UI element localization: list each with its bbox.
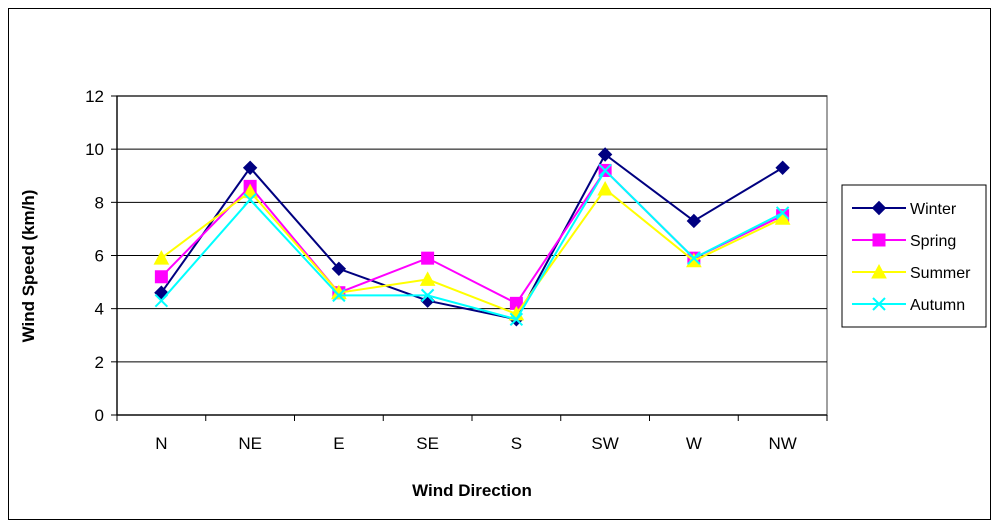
data-point-autumn: [687, 251, 701, 265]
data-point-autumn-stroke: [332, 288, 346, 303]
data-point-autumn: [154, 293, 169, 308]
data-point-autumn-stroke: [154, 293, 169, 308]
y-axis-title: Wind Speed (km/h): [19, 190, 38, 343]
data-point-winter: [242, 160, 258, 175]
data-point-spring: [421, 251, 435, 265]
legend-label-winter: Winter: [910, 201, 957, 218]
data-point-autumn-stroke: [598, 163, 612, 178]
series-line-summer: [160, 187, 784, 316]
legend-marker-spring: [872, 233, 886, 247]
x-tick-label: W: [686, 434, 702, 453]
x-tick-label: N: [155, 434, 167, 453]
data-point-autumn-stroke: [509, 312, 524, 327]
x-tick-label: NE: [238, 434, 262, 453]
data-point-summer: [419, 271, 436, 286]
legend-marker-winter: [871, 200, 887, 216]
data-point-autumn-stroke: [687, 251, 701, 265]
data-point-autumn: [332, 288, 346, 303]
legend: Winter Spring Summer Autumn: [841, 184, 987, 328]
y-tick-label: 10: [85, 140, 104, 159]
y-tick-label: 4: [95, 300, 104, 319]
legend-marker-autumn-stroke: [872, 297, 886, 311]
legend-label-spring: Spring: [910, 233, 956, 250]
data-point-summer: [597, 180, 613, 196]
legend-label-summer: Summer: [910, 265, 971, 282]
data-point-summer: [242, 183, 258, 199]
x-tick-label: NW: [768, 434, 796, 453]
data-point-autumn-stroke: [420, 288, 435, 303]
data-point-autumn: [598, 163, 612, 178]
legend-marker-autumn: [872, 297, 886, 311]
data-point-winter: [686, 213, 702, 229]
x-tick-label: S: [511, 434, 522, 453]
x-axis-title: Wind Direction: [412, 481, 532, 500]
data-point-autumn: [420, 288, 435, 303]
data-point-spring: [154, 270, 168, 284]
y-tick-label: 2: [95, 353, 104, 372]
y-tick-label: 8: [95, 193, 104, 212]
data-point-autumn: [243, 192, 257, 207]
data-point-autumn: [775, 206, 790, 220]
data-point-autumn-stroke: [775, 206, 790, 220]
y-tick-label: 6: [95, 247, 104, 266]
data-point-autumn: [509, 312, 524, 327]
data-point-winter: [331, 261, 347, 276]
series-line-winter: [160, 152, 784, 321]
x-tick-label: E: [333, 434, 344, 453]
y-tick-label: 12: [85, 87, 104, 106]
data-point-summer: [153, 250, 170, 265]
x-tick-label: SW: [591, 434, 618, 453]
legend-marker-summer: [871, 263, 887, 279]
legend-label-autumn: Autumn: [910, 297, 965, 314]
plot-area: 0 2 4 6 8 10 12 N NE E SE S SW W NW: [85, 87, 828, 453]
data-point-autumn-stroke: [243, 192, 257, 207]
y-tick-label: 0: [95, 406, 104, 425]
x-tick-label: SE: [416, 434, 439, 453]
data-point-winter: [597, 147, 613, 162]
data-point-winter: [775, 160, 790, 175]
series-line-autumn: [160, 168, 784, 321]
